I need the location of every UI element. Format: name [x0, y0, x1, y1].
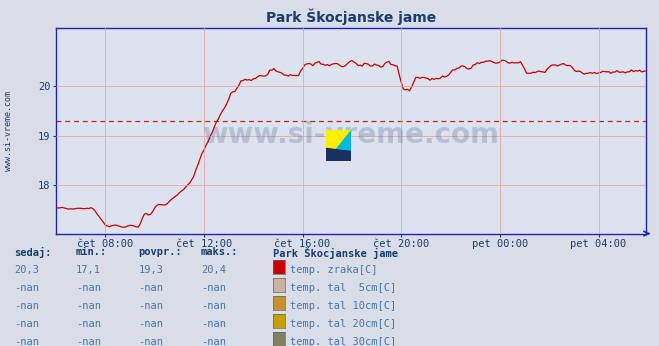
Text: -nan: -nan	[14, 283, 40, 293]
Text: -nan: -nan	[14, 301, 40, 311]
Text: temp. tal 20cm[C]: temp. tal 20cm[C]	[290, 319, 396, 329]
Text: 17,1: 17,1	[76, 265, 101, 275]
Text: -nan: -nan	[201, 319, 226, 329]
Text: -nan: -nan	[76, 319, 101, 329]
Text: -nan: -nan	[76, 301, 101, 311]
Text: -nan: -nan	[138, 301, 163, 311]
Text: -nan: -nan	[201, 337, 226, 346]
Text: 20,4: 20,4	[201, 265, 226, 275]
Text: temp. tal 10cm[C]: temp. tal 10cm[C]	[290, 301, 396, 311]
Text: 19,3: 19,3	[138, 265, 163, 275]
Title: Park Škocjanske jame: Park Škocjanske jame	[266, 9, 436, 25]
Text: Park Škocjanske jame: Park Škocjanske jame	[273, 247, 399, 260]
Text: www.si-vreme.com: www.si-vreme.com	[4, 91, 13, 172]
Text: sedaj:: sedaj:	[14, 247, 52, 258]
Polygon shape	[326, 130, 351, 161]
Text: -nan: -nan	[201, 283, 226, 293]
Text: maks.:: maks.:	[201, 247, 239, 257]
Polygon shape	[326, 130, 351, 161]
Text: -nan: -nan	[138, 319, 163, 329]
Text: -nan: -nan	[138, 337, 163, 346]
Text: -nan: -nan	[14, 337, 40, 346]
Polygon shape	[326, 148, 351, 161]
Text: 20,3: 20,3	[14, 265, 40, 275]
Text: temp. tal 30cm[C]: temp. tal 30cm[C]	[290, 337, 396, 346]
Text: temp. tal  5cm[C]: temp. tal 5cm[C]	[290, 283, 396, 293]
Text: -nan: -nan	[14, 319, 40, 329]
Text: -nan: -nan	[76, 337, 101, 346]
Text: -nan: -nan	[201, 301, 226, 311]
Text: -nan: -nan	[76, 283, 101, 293]
Text: temp. zraka[C]: temp. zraka[C]	[290, 265, 378, 275]
Text: min.:: min.:	[76, 247, 107, 257]
Text: povpr.:: povpr.:	[138, 247, 182, 257]
Text: -nan: -nan	[138, 283, 163, 293]
Text: www.si-vreme.com: www.si-vreme.com	[202, 121, 500, 149]
